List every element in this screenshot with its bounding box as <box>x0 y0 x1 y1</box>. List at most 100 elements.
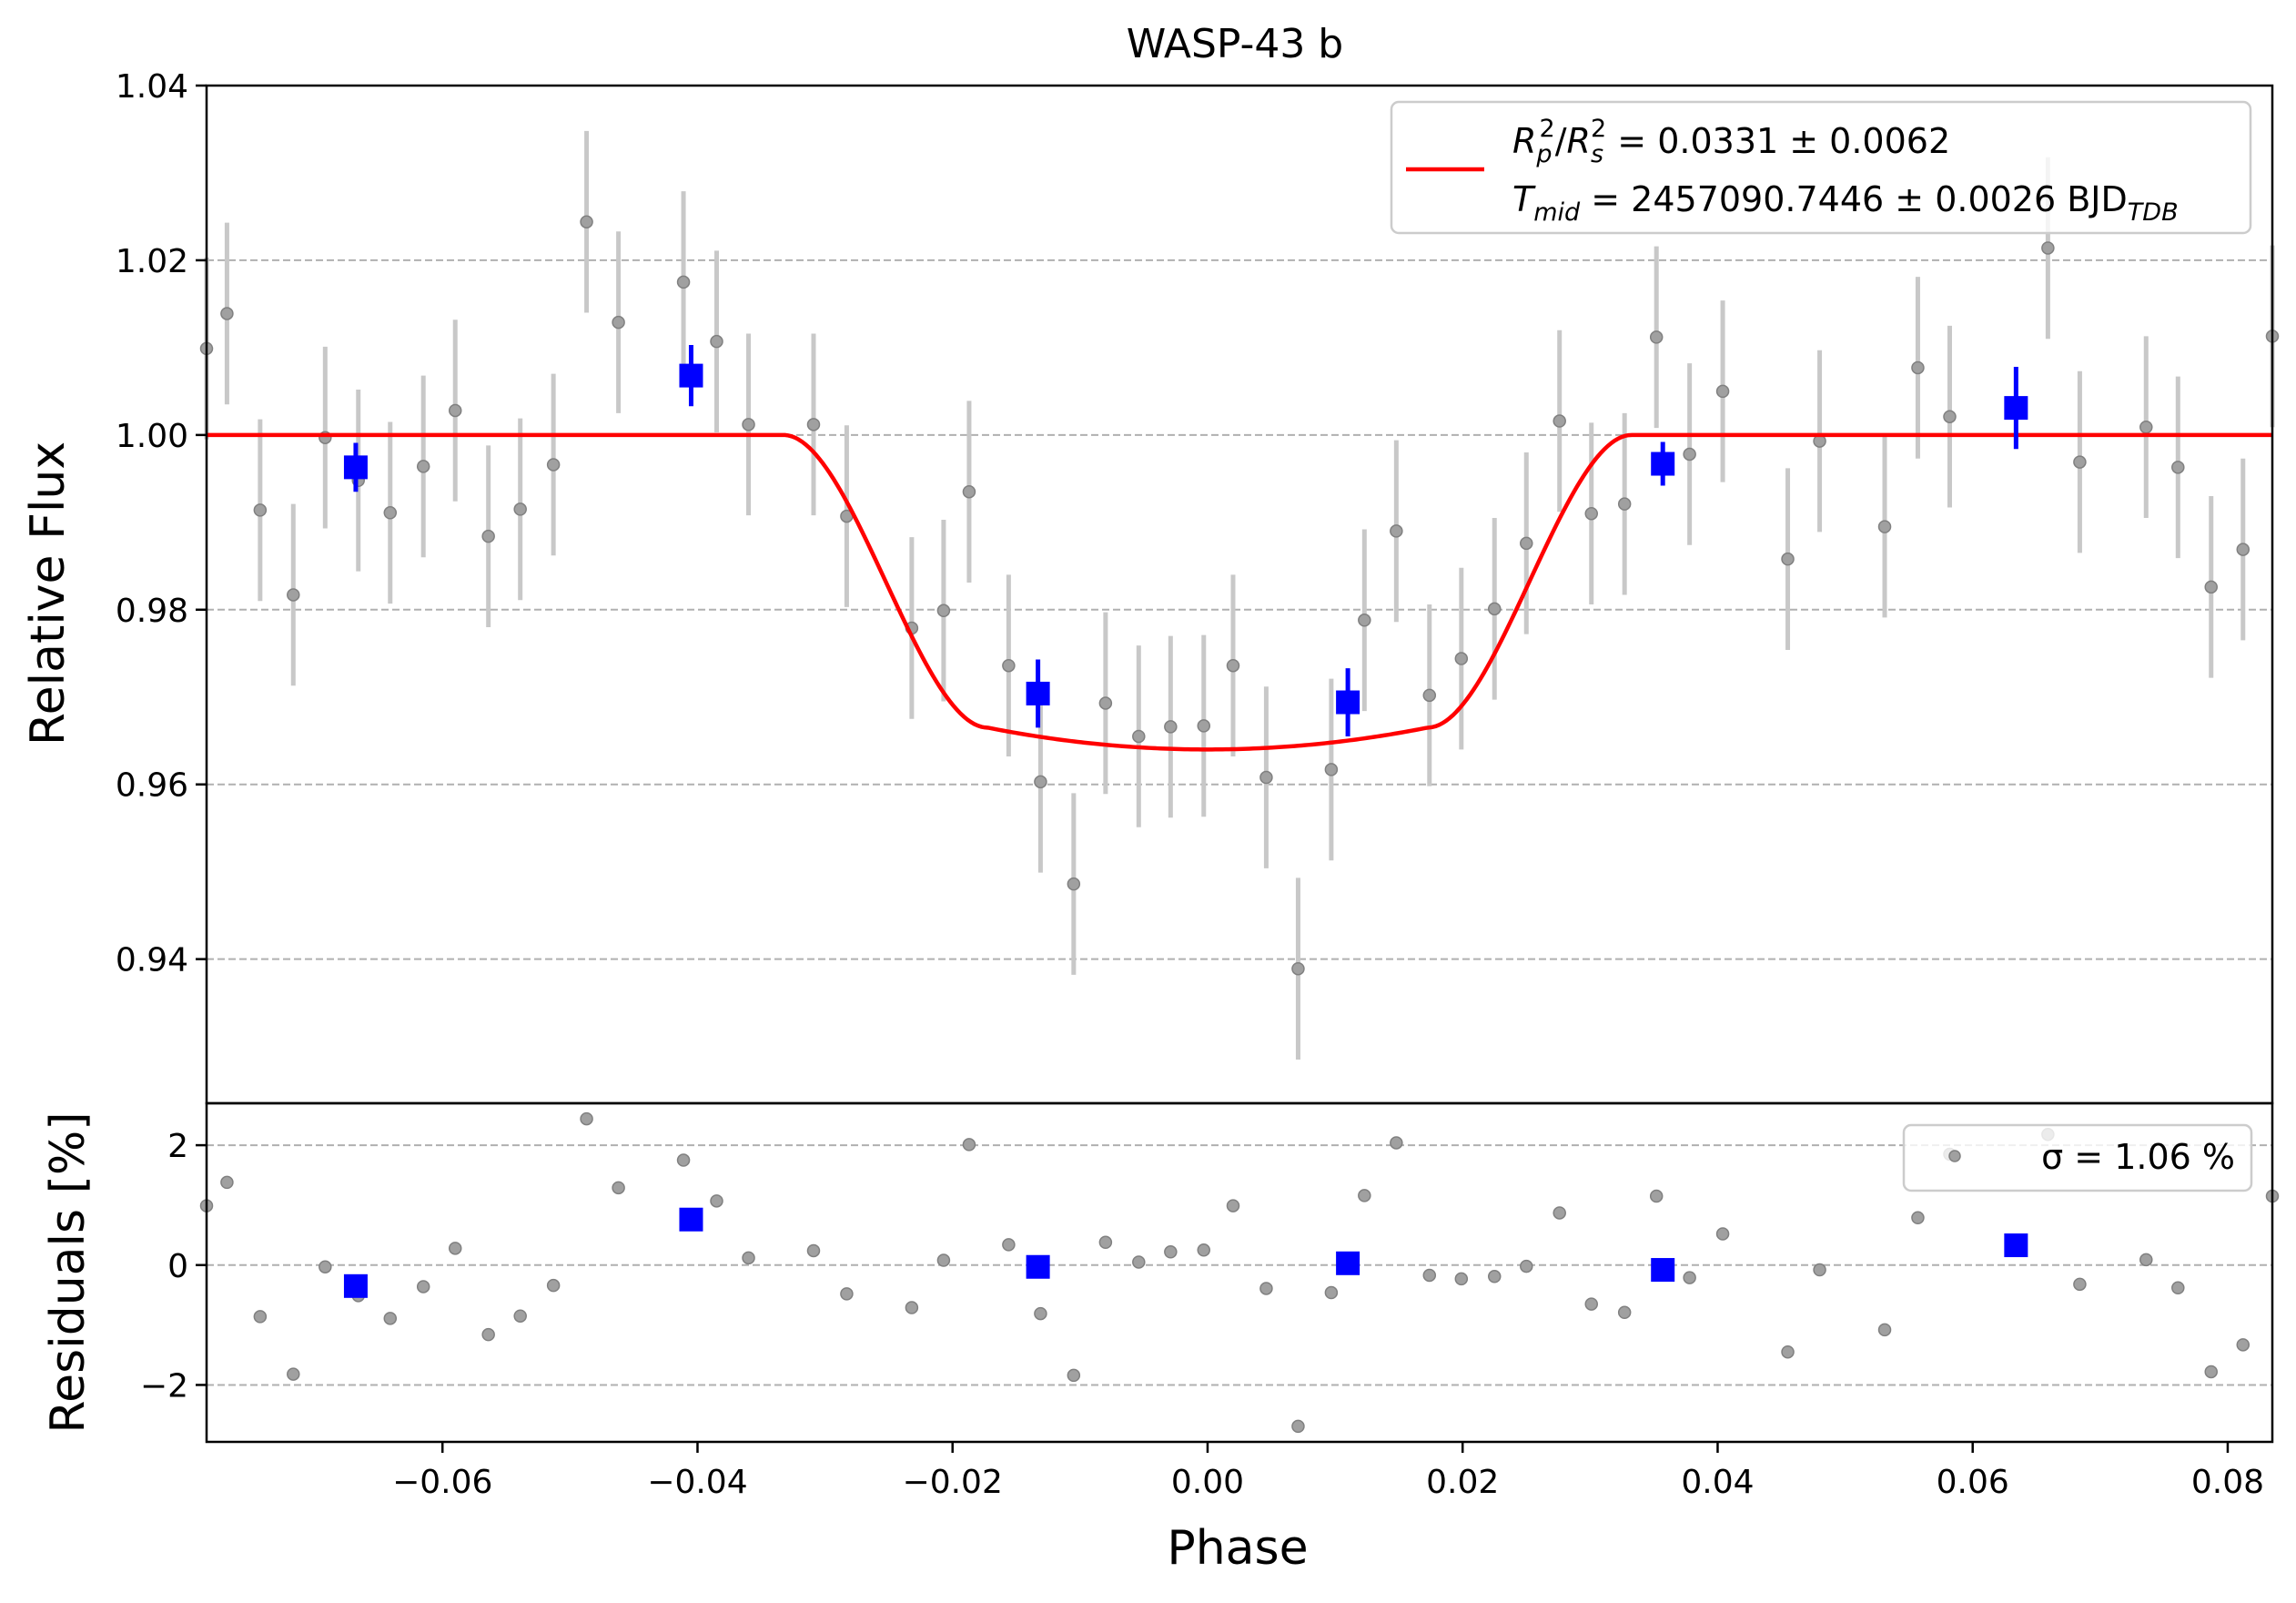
raw-point <box>2204 580 2218 594</box>
raw-point <box>220 307 234 320</box>
residual-point <box>1781 1344 1795 1359</box>
residual-point <box>2236 1338 2250 1352</box>
raw-point <box>1715 384 1730 399</box>
residual-point <box>1877 1323 1892 1337</box>
residual-point <box>383 1312 398 1325</box>
residual-point <box>1584 1297 1598 1311</box>
residual-point <box>1324 1285 1339 1300</box>
bottom-x-ticks: −0.06 −0.04 −0.02 0.00 0.02 0.04 0.06 0.08 <box>392 1442 2264 1501</box>
residual-point <box>2204 1365 2218 1379</box>
raw-point <box>2073 455 2087 469</box>
raw-point <box>1259 770 1273 785</box>
top-legend-line1-rendered: Rp2/Rs2 = 0.0331 ± 0.0062 <box>1512 115 1950 168</box>
raw-point <box>1617 497 1632 511</box>
raw-point <box>1683 447 1696 462</box>
bottom-y-ticks: −2 0 2 <box>140 1128 207 1405</box>
raw-point <box>546 458 561 472</box>
residual-point <box>1487 1270 1502 1283</box>
bottom-legend: σ = 1.06 % <box>1902 1123 2253 1192</box>
binned-point <box>1651 451 1675 476</box>
raw-point <box>806 418 821 431</box>
raw-point <box>1390 524 1403 538</box>
residual-point <box>1715 1227 1730 1241</box>
raw-point <box>2139 420 2153 434</box>
top-y-tick-label: 1.04 <box>116 68 188 106</box>
raw-point <box>1132 729 1146 744</box>
raw-point <box>1422 688 1437 703</box>
x-tick-label: −0.04 <box>647 1464 747 1501</box>
bottom-legend-label: σ = 1.06 % <box>2041 1137 2235 1177</box>
raw-point <box>383 506 398 520</box>
residual-point <box>1390 1136 1403 1150</box>
raw-point <box>962 484 976 499</box>
top-y-tick-label: 0.96 <box>116 767 188 805</box>
residual-point <box>580 1111 593 1126</box>
transit-model-curve <box>207 432 2272 752</box>
top-y-tick-label: 0.98 <box>116 593 188 630</box>
raw-point <box>1226 658 1240 673</box>
residual-point <box>1617 1305 1632 1320</box>
top-y-tick-label: 1.02 <box>116 243 188 280</box>
residual-point <box>1164 1245 1178 1259</box>
residual-point <box>2073 1277 2087 1292</box>
residual-point <box>1034 1306 1047 1321</box>
raw-point <box>287 588 300 602</box>
residual-point <box>1422 1268 1437 1283</box>
residual-point <box>481 1327 495 1342</box>
residual-point <box>1197 1243 1211 1257</box>
raw-point <box>1584 506 1598 521</box>
chart-title: WASP-43 b <box>1127 21 1343 67</box>
binned-residual-point <box>1651 1258 1675 1283</box>
bottom-axes-frame <box>205 1101 2274 1444</box>
residual-point <box>253 1310 268 1324</box>
residual-point <box>1259 1282 1273 1295</box>
bottom-legend-marker <box>1948 1150 1961 1162</box>
raw-point <box>448 403 462 418</box>
raw-point <box>1197 719 1211 733</box>
raw-point <box>1553 414 1566 428</box>
bottom-y-axis-label: Residuals [%] <box>41 1111 96 1433</box>
residual-point <box>1454 1272 1469 1286</box>
binned-point <box>343 455 368 480</box>
x-tick-label: −0.06 <box>392 1464 492 1501</box>
bottom-legend-box <box>1902 1123 2253 1192</box>
bottom-y-tick-label: 2 <box>167 1128 188 1165</box>
residual-point <box>220 1175 234 1190</box>
binned-residual-point <box>1336 1251 1360 1275</box>
binned-residual-point <box>343 1273 368 1298</box>
residual-point <box>513 1309 527 1323</box>
raw-point <box>1324 763 1339 776</box>
raw-point <box>1067 877 1081 891</box>
residual-point <box>416 1280 430 1294</box>
raw-point <box>1520 536 1533 551</box>
raw-point <box>481 529 495 543</box>
residual-point <box>1911 1211 1925 1225</box>
raw-point <box>1487 602 1502 616</box>
residual-point <box>742 1251 755 1265</box>
raw-point <box>1911 360 1925 375</box>
residual-point <box>287 1367 300 1381</box>
residual-point <box>2139 1253 2153 1267</box>
x-tick-label: 0.00 <box>1171 1464 1244 1501</box>
raw-point <box>676 275 691 289</box>
raw-point <box>2171 461 2185 474</box>
residual-point <box>1132 1255 1146 1269</box>
binned-point <box>1026 681 1050 705</box>
x-tick-label: −0.02 <box>903 1464 1003 1501</box>
top-binned-points <box>343 345 2028 736</box>
residual-point <box>546 1278 561 1293</box>
residual-point <box>319 1260 332 1273</box>
raw-point <box>710 334 723 349</box>
residual-point <box>1553 1206 1566 1220</box>
top-y-tick-label: 1.00 <box>116 418 188 455</box>
residual-point <box>1813 1263 1826 1277</box>
residual-point <box>962 1138 976 1152</box>
raw-point <box>580 215 593 228</box>
residual-point <box>840 1287 854 1301</box>
residual-point <box>806 1243 821 1258</box>
raw-point <box>1002 658 1016 673</box>
raw-point <box>1034 775 1047 789</box>
bottom-y-tick-label: −2 <box>140 1367 188 1405</box>
